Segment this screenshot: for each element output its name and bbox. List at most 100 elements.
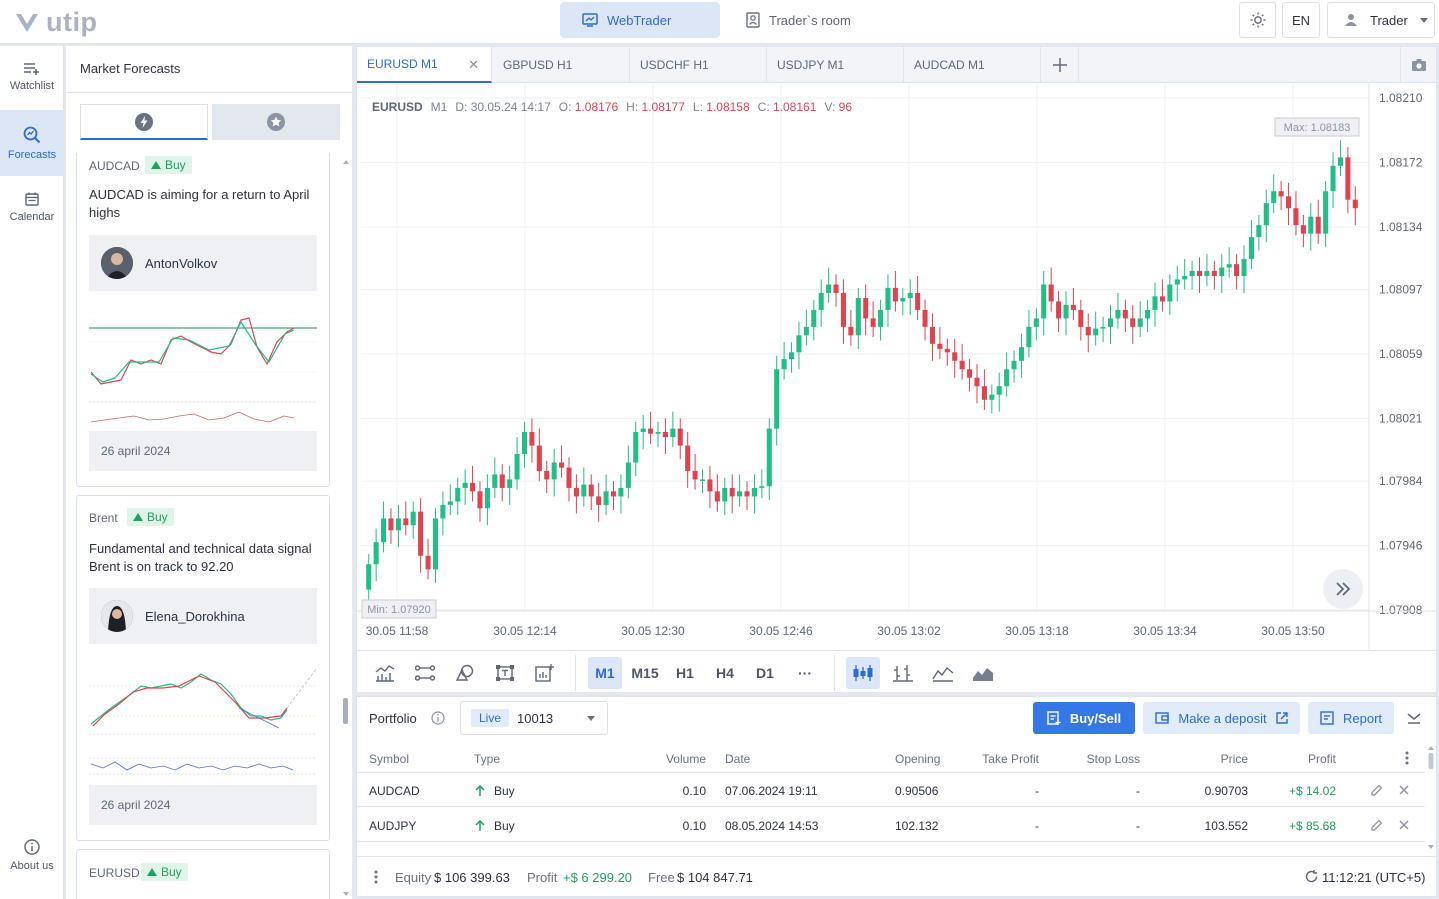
screenshot-button[interactable] (1400, 47, 1436, 83)
ohlc-l-label: L: (692, 100, 703, 114)
logo[interactable]: utip (14, 7, 97, 38)
forecast-symbol: Brent (89, 511, 118, 525)
candle (1323, 191, 1329, 234)
ohlc-legend: EURUSD M1 D: 30.05.24 14:17 O: 1.08176 H… (372, 100, 852, 114)
sidebar-item-watchlist[interactable]: Watchlist (0, 46, 64, 108)
candle (410, 511, 416, 526)
col-price[interactable]: Price (1220, 752, 1248, 766)
timeframe-m15-button[interactable]: M15 (631, 665, 659, 681)
close-position-icon[interactable] (1399, 785, 1409, 795)
col-opening[interactable]: Opening (895, 752, 941, 766)
candle (737, 491, 743, 497)
col-take-profit[interactable]: Take Profit (982, 752, 1039, 766)
make-deposit-button[interactable]: Make a deposit (1143, 702, 1300, 734)
add-tab-button[interactable] (1041, 47, 1079, 83)
candle (447, 501, 453, 505)
theme-toggle-button[interactable] (1239, 2, 1276, 38)
candle (1300, 225, 1306, 234)
table-scrollbar[interactable] (1427, 745, 1435, 851)
candle (685, 445, 691, 471)
candle (1033, 318, 1039, 327)
forecasts-scrollbar[interactable] (342, 158, 350, 898)
chart-tab-gbpusd[interactable]: GBPUSD H1 (493, 47, 630, 83)
table-row[interactable]: AUDJPY Buy 0.10 08.05.2024 14:53 102.132… (357, 808, 1425, 842)
close-icon[interactable]: ✕ (468, 57, 479, 72)
chart-tab-usdchf[interactable]: USDCHF H1 (630, 47, 767, 83)
line-chart-button[interactable] (926, 657, 960, 689)
info-icon (24, 838, 40, 855)
forecasts-tab-favorites[interactable] (212, 104, 340, 140)
edit-icon[interactable] (1371, 819, 1383, 831)
forecasts-list[interactable]: AUDCAD Buy AUDCAD is aiming for a return… (66, 153, 352, 899)
timeframe-d1-button[interactable]: D1 (756, 665, 774, 681)
candle (662, 431, 668, 438)
collapse-panel-button[interactable] (1403, 707, 1425, 729)
ohlc-d-label: D: (455, 100, 468, 114)
tab-webtrader[interactable]: WebTrader (560, 2, 720, 38)
candle (944, 348, 950, 353)
close-position-icon[interactable] (1399, 820, 1409, 830)
col-symbol[interactable]: Symbol (369, 752, 410, 766)
tab-traders-room[interactable]: Trader`s room (724, 2, 880, 38)
chart-tab-usdjpy[interactable]: USDJPY M1 (767, 47, 904, 83)
forecast-headline: AUDCAD is aiming for a return to April h… (89, 187, 310, 220)
info-icon[interactable] (431, 711, 445, 725)
indicators-button[interactable] (367, 657, 403, 689)
candle (581, 484, 587, 497)
candles-chart-button[interactable] (846, 657, 880, 689)
forecast-card[interactable]: AUDCAD Buy AUDCAD is aiming for a return… (76, 153, 330, 487)
col-profit[interactable]: Profit (1307, 752, 1336, 766)
more-timeframes-button[interactable]: ··· (798, 665, 812, 681)
candle (840, 292, 846, 327)
language-button[interactable]: EN (1282, 2, 1320, 38)
timeframe-h4-button[interactable]: H4 (716, 665, 734, 681)
sidebar-item-about[interactable]: About us (0, 824, 64, 886)
forecasts-tab-latest[interactable] (80, 104, 208, 140)
col-stop-loss[interactable]: Stop Loss (1086, 752, 1140, 766)
scroll-to-latest-button[interactable] (1323, 569, 1363, 609)
candle (796, 335, 802, 353)
account-select[interactable]: Live 10013 (460, 701, 608, 735)
chart-settings-button[interactable] (527, 657, 563, 689)
edit-icon[interactable] (1371, 784, 1383, 796)
timeframe-h1-button[interactable]: H1 (676, 665, 694, 681)
profit-label: Profit (527, 870, 558, 885)
account-type-badge: Live (471, 709, 510, 727)
more-vertical-icon[interactable] (374, 870, 378, 884)
buy-sell-button[interactable]: Buy/Sell (1033, 702, 1135, 734)
forecast-card[interactable]: Brent Buy Fundamental and technical data… (76, 495, 330, 841)
text-tool-button[interactable] (487, 657, 523, 689)
candle (381, 518, 387, 543)
bars-chart-button[interactable] (886, 657, 920, 689)
table-row[interactable]: AUDCAD Buy 0.10 07.06.2024 19:11 0.90506… (357, 773, 1425, 807)
forecast-author: Elena_Dorokhina (89, 588, 317, 644)
line-tool-button[interactable] (407, 657, 443, 689)
forecast-headline: Fundamental and technical data signal Br… (89, 541, 312, 574)
sidebar-item-calendar[interactable]: Calendar (0, 176, 64, 238)
portfolio-label: Portfolio (369, 711, 417, 726)
candle (900, 298, 906, 302)
candle (648, 428, 654, 434)
row-type: Buy (494, 784, 515, 798)
col-type[interactable]: Type (474, 752, 501, 766)
col-volume[interactable]: Volume (665, 752, 706, 766)
candle (803, 326, 809, 336)
ohlc-volume: 96 (838, 100, 852, 114)
report-button[interactable]: Report (1308, 702, 1394, 734)
shapes-tool-button[interactable] (447, 657, 483, 689)
tab-traders-room-label: Trader`s room (769, 12, 851, 28)
price-chart[interactable]: 30.05 11:58 30.05 12:14 30.05 12:30 30.05 1… (357, 83, 1436, 650)
candle (826, 284, 832, 293)
chart-tab-audcad[interactable]: AUDCAD M1 (904, 47, 1041, 83)
panel-resize-handle[interactable] (343, 698, 348, 724)
more-vertical-icon[interactable] (1405, 751, 1409, 765)
forecast-card[interactable]: EURUSD Buy (76, 849, 330, 899)
area-chart-button[interactable] (966, 657, 1000, 689)
ohlc-bars-icon (893, 665, 913, 682)
chart-tab-eurusd[interactable]: EURUSD M1 ✕ (357, 47, 492, 83)
col-date[interactable]: Date (725, 752, 751, 766)
candle (1041, 284, 1047, 319)
user-menu-button[interactable]: Trader (1327, 2, 1435, 38)
sidebar-item-forecasts[interactable]: Forecasts (0, 110, 64, 176)
timeframe-m1-button[interactable]: M1 (588, 657, 622, 689)
